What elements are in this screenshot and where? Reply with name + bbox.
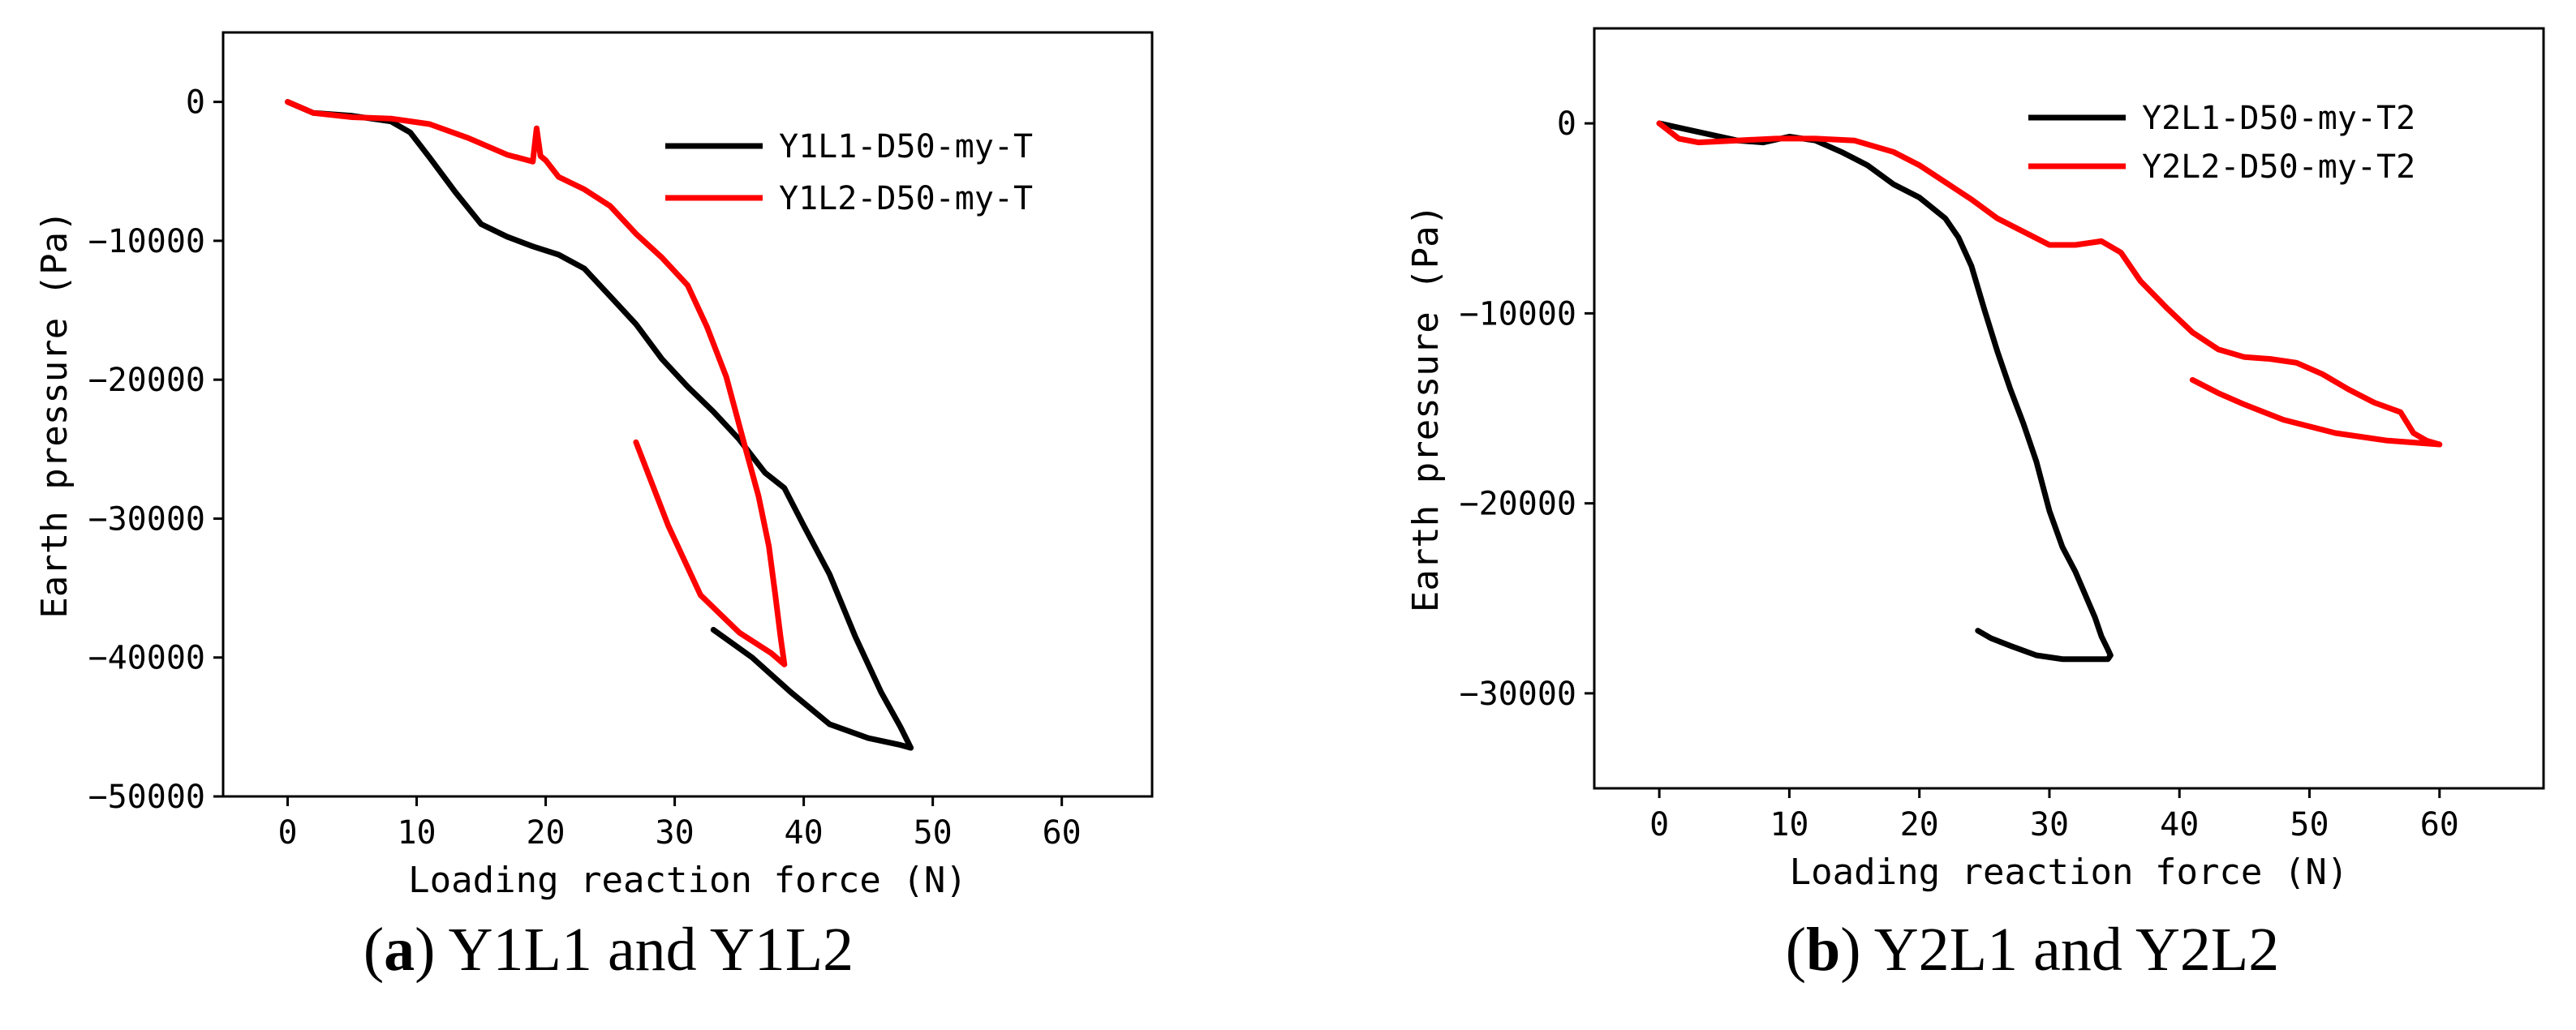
y-tick-label: −40000	[88, 640, 206, 677]
x-tick-label: 10	[1770, 806, 1808, 843]
x-tick-label: 60	[1043, 814, 1082, 852]
y-tick-label: −30000	[1460, 676, 1577, 713]
chart-panel-a: 0 10 20 30 40 50 60 0 −10000 −20000 −30000 −40000 −5…	[34, 31, 1154, 901]
x-tick-label: 20	[1900, 806, 1939, 843]
y-tick-label: −10000	[88, 223, 206, 260]
caption-b: (b) Y2L1 and Y2L2	[1785, 916, 2280, 984]
y-axis-label: Earth pressure (Pa)	[1405, 204, 1447, 612]
caption-a-text: Y1L1 and Y1L2	[448, 916, 854, 984]
x-axis-label: Loading reaction force (N)	[408, 860, 967, 901]
y-tick-label: −10000	[1460, 295, 1577, 333]
x-tick-label: 10	[397, 814, 436, 852]
x-tick-label: 0	[1649, 806, 1669, 843]
x-tick-label: 30	[2030, 806, 2069, 843]
caption-a-letter: a	[384, 916, 415, 984]
y-tick-label: 0	[1557, 105, 1576, 143]
x-tick-label: 50	[914, 814, 953, 852]
series-line-1	[285, 99, 914, 751]
plot-frame	[1593, 27, 2545, 790]
plot-frame	[221, 31, 1154, 798]
x-tick-label: 40	[785, 814, 824, 852]
chart-panel-b: 0 10 20 30 40 50 60 0 −10000 −20000 −30000 Loading …	[1405, 27, 2545, 893]
legend-label-2: Y2L2-D50-my-T2	[2142, 148, 2415, 186]
caption-b-letter: b	[1806, 916, 1841, 984]
legend-label-1: Y2L1-D50-my-T2	[2142, 100, 2415, 137]
y-tick-label: −20000	[1460, 486, 1577, 523]
x-tick-label: 0	[277, 814, 297, 852]
x-tick-label: 50	[2290, 806, 2329, 843]
x-tick-label: 30	[656, 814, 695, 852]
caption-b-text: Y2L1 and Y2L2	[1873, 916, 2280, 984]
y-tick-label: −20000	[88, 362, 206, 399]
x-tick-label: 60	[2420, 806, 2459, 843]
x-tick-label: 20	[526, 814, 565, 852]
x-axis-label: Loading reaction force (N)	[1790, 852, 2349, 893]
y-tick-label: 0	[186, 84, 205, 122]
legend-label-2: Y1L2-D50-my-T	[779, 180, 1033, 217]
series-line-2	[1656, 120, 2443, 448]
caption-a: (a) Y1L1 and Y1L2	[363, 916, 854, 984]
legend-label-1: Y1L1-D50-my-T	[779, 128, 1033, 165]
y-axis-label: Earth pressure (Pa)	[34, 210, 75, 618]
y-tick-label: −50000	[88, 779, 206, 816]
x-tick-label: 40	[2160, 806, 2199, 843]
series-line-1	[1656, 120, 2114, 663]
y-tick-label: −30000	[88, 500, 206, 538]
series-line-2	[285, 99, 788, 667]
